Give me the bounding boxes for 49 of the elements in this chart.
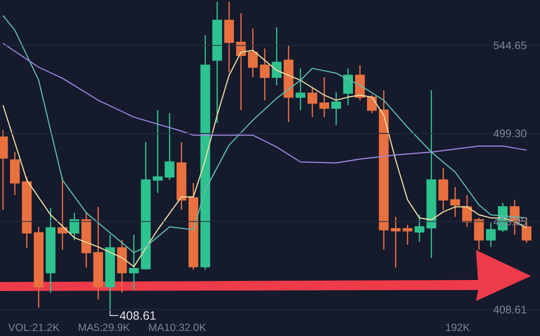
- candlestick: [474, 217, 484, 250]
- candlestick: [248, 28, 258, 78]
- candlestick: [296, 68, 306, 111]
- candlestick: [319, 76, 330, 118]
- candlestick: [34, 226, 44, 308]
- candlestick: [176, 141, 186, 211]
- candlestick: [307, 86, 318, 118]
- candlestick: [462, 194, 472, 228]
- candlestick: [70, 212, 80, 240]
- line-series: [2, 14, 528, 254]
- candlestick: [260, 48, 270, 101]
- candlestick: [224, 1, 234, 73]
- line-series: [2, 42, 528, 164]
- candlestick: [128, 234, 139, 290]
- candlestick: [46, 207, 56, 294]
- y-tick-label: 499.30: [493, 130, 526, 138]
- candlestick: [188, 182, 198, 270]
- candlestick: [426, 90, 436, 258]
- candlestick: [93, 206, 104, 300]
- annotation: 408.61: [120, 311, 156, 320]
- candlestick: [450, 186, 460, 218]
- candlestick: [212, 1, 222, 124]
- candlestick: [272, 26, 282, 86]
- candlestick: [355, 64, 365, 101]
- candlestick: [331, 92, 342, 126]
- candlestick: [58, 177, 68, 250]
- candlestick: [117, 239, 127, 294]
- y-tick-label: 408.61: [493, 306, 526, 314]
- candlestick: [105, 234, 115, 310]
- annotation: 192K: [446, 324, 470, 332]
- candlestick: [402, 224, 412, 246]
- y-tick-label: 544.65: [494, 41, 526, 50]
- candlestick: [284, 44, 294, 123]
- annotation: VOL:21.2K: [8, 324, 60, 332]
- candlestick: [438, 167, 448, 211]
- candlestick: [390, 216, 401, 268]
- candlestick: [236, 12, 246, 111]
- candlestick: [414, 214, 424, 242]
- annotation: MA10:32.0K: [149, 324, 206, 332]
- candlestick: [10, 151, 20, 196]
- line-series: [2, 50, 528, 268]
- candlestick: [378, 90, 389, 250]
- annotation: MA5:29.9K: [78, 324, 130, 332]
- candlestick: [343, 68, 353, 106]
- candlestick: [152, 110, 163, 194]
- candlestick: [81, 211, 92, 268]
- candlestick: [164, 112, 174, 181]
- candlestick: [22, 176, 32, 248]
- candlestick: [140, 141, 151, 270]
